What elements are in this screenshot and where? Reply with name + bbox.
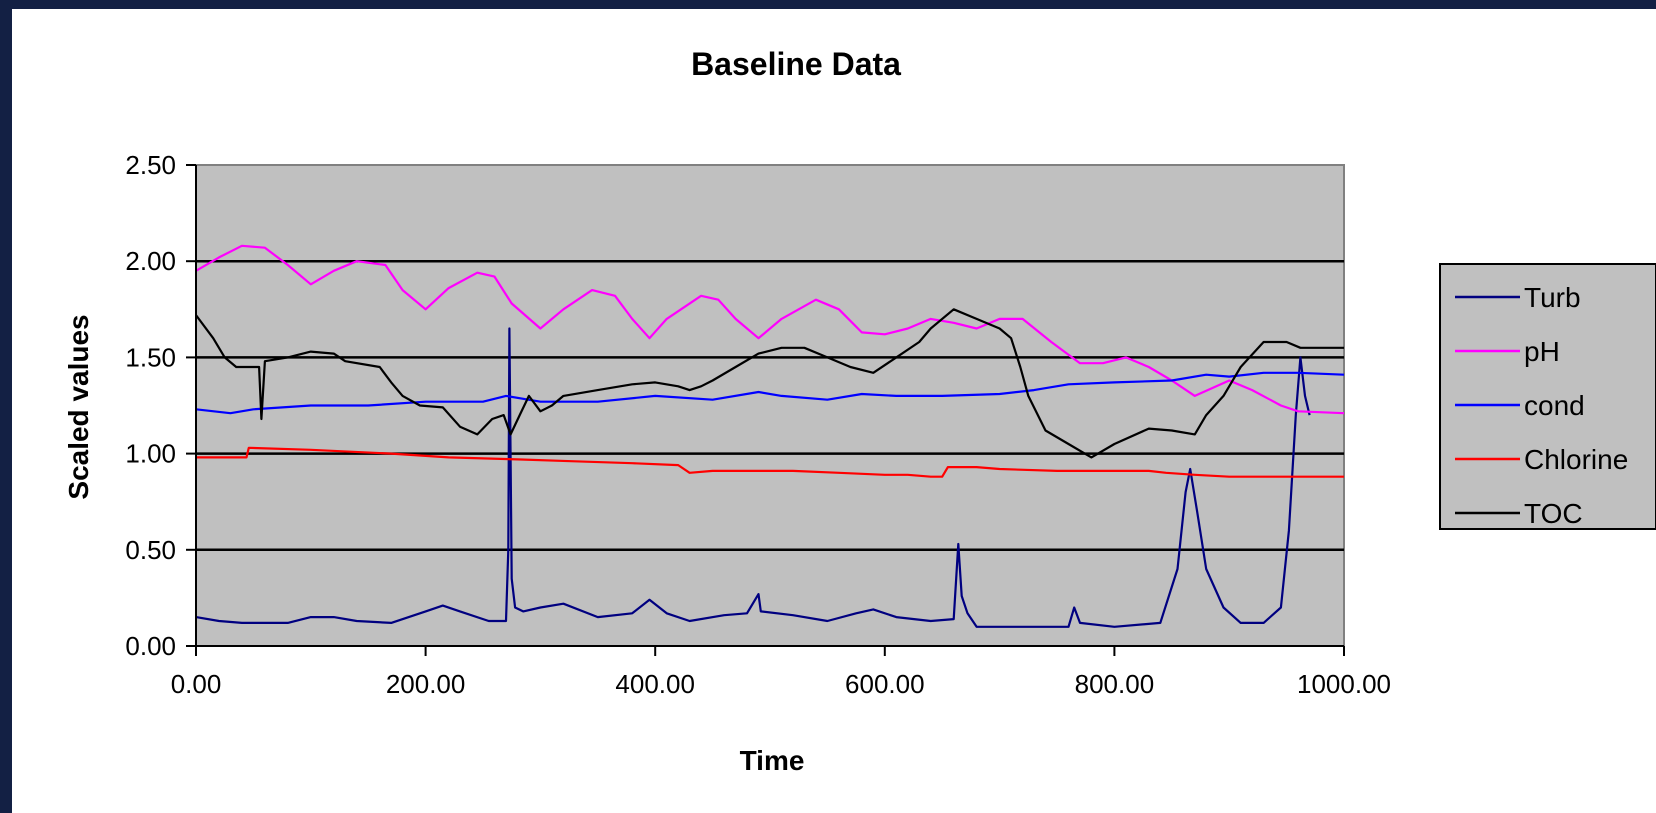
x-tick-label: 400.00 — [615, 669, 695, 699]
y-tick-label: 1.00 — [125, 439, 176, 469]
chart-title: Baseline Data — [691, 46, 901, 82]
series-lines — [195, 244, 1345, 628]
y-tick-label: 2.50 — [125, 150, 176, 180]
y-tick-label: 1.50 — [125, 342, 176, 372]
axes — [186, 164, 1345, 656]
y-tick-label: 0.00 — [125, 631, 176, 661]
y-tick-label: 2.00 — [125, 246, 176, 276]
legend-label-chlorine: Chlorine — [1524, 444, 1628, 475]
legend-label-turb: Turb — [1524, 282, 1581, 313]
series-line-ph — [195, 244, 1345, 415]
chart-area: Baseline Data 0.00 0.50 1.00 1.50 2.00 2.50 0.… — [12, 9, 1656, 813]
y-axis-title: Scaled values — [63, 314, 94, 499]
series-line-chlorine — [196, 446, 1344, 478]
legend-label-toc: TOC — [1524, 498, 1583, 529]
x-tick-label: 0.00 — [171, 669, 222, 699]
x-tick-label: 1000.00 — [1297, 669, 1391, 699]
legend-label-cond: cond — [1524, 390, 1585, 421]
tick-labels: 0.00 0.50 1.00 1.50 2.00 2.50 0.00 200.00 400.00… — [125, 150, 1391, 699]
x-axis-title: Time — [740, 745, 805, 776]
series-line-toc — [195, 308, 1344, 459]
plot-area — [195, 164, 1345, 647]
chart-svg: Baseline Data 0.000.501.001.502.002.500.… — [63, 46, 1656, 776]
legend: Turb pH cond Chlorine TOC — [1439, 263, 1656, 530]
series-line-turb — [195, 327, 1311, 628]
series-line-cond — [195, 371, 1345, 415]
y-tick-label: 0.50 — [125, 535, 176, 565]
legend-label-ph: pH — [1524, 336, 1560, 367]
x-tick-label: 800.00 — [1075, 669, 1155, 699]
x-tick-label: 600.00 — [845, 669, 925, 699]
x-tick-label: 200.00 — [386, 669, 466, 699]
legend-box — [1439, 263, 1656, 530]
